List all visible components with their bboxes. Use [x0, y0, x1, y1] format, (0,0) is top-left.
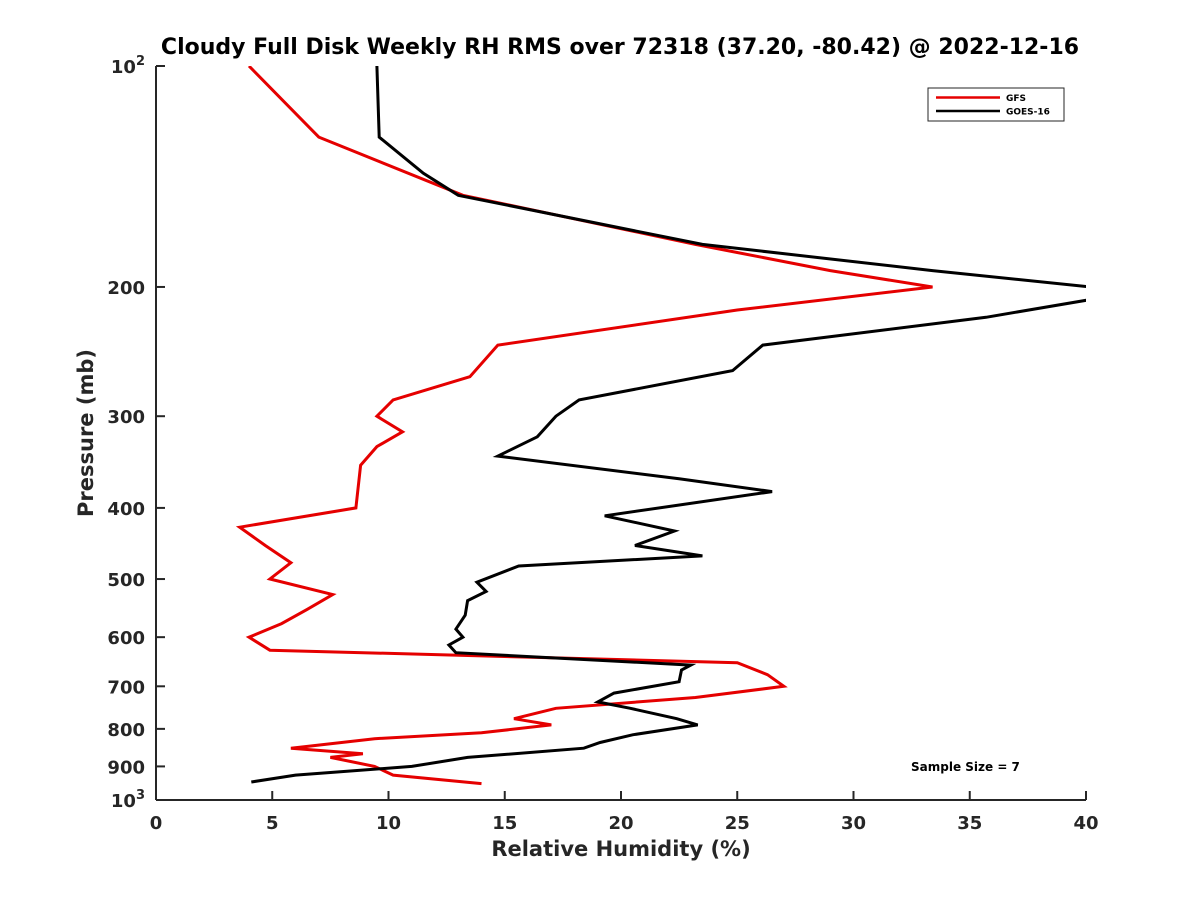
series-line-goes16 [251, 66, 1086, 784]
legend-label-gfs: GFS [1006, 94, 1026, 104]
x-tick-label: 35 [957, 813, 982, 834]
series-line-gfs [235, 66, 933, 786]
plot-area [155, 66, 1086, 801]
x-axis-ticks: 0 5 10 15 20 25 30 35 40 [150, 791, 1099, 834]
legend-box [927, 87, 1065, 122]
legend: GFS GOES-16 [927, 87, 1065, 122]
y-tick-label: 200 [107, 278, 145, 299]
legend-label-goes16: GOES-16 [1006, 108, 1050, 118]
y-edge-tick-label: 102 [111, 54, 145, 78]
y-tick-label: 400 [107, 499, 145, 520]
x-tick-label: 40 [1073, 813, 1098, 834]
plot-background [156, 66, 1086, 800]
sample-size-annotation: Sample Size = 7 [911, 760, 1020, 774]
y-tick-label: 800 [107, 720, 145, 741]
chart-title: Cloudy Full Disk Weekly RH RMS over 7231… [161, 35, 1079, 60]
series-layer [235, 66, 1086, 786]
x-tick-label: 10 [376, 813, 401, 834]
x-tick-label: 15 [492, 813, 517, 834]
y-tick-label: 600 [107, 628, 145, 649]
x-tick-label: 20 [608, 813, 633, 834]
y-axis-label: Pressure (mb) [74, 349, 98, 517]
y-edge-tick-label: 103 [111, 788, 145, 812]
y-tick-label: 500 [107, 570, 145, 591]
x-tick-label: 5 [266, 813, 279, 834]
y-axis-ticks: 200 300 400 500 600 700 800 900 102 103 [107, 54, 165, 812]
y-tick-label: 300 [107, 407, 145, 428]
y-tick-label: 700 [107, 677, 145, 698]
x-axis-label: Relative Humidity (%) [491, 837, 750, 861]
y-tick-label: 900 [107, 757, 145, 778]
x-tick-label: 25 [725, 813, 750, 834]
x-tick-label: 0 [150, 813, 163, 834]
x-tick-label: 30 [841, 813, 866, 834]
